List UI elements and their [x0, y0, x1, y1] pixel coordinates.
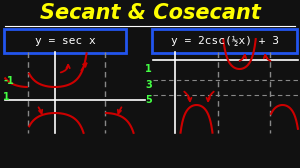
Text: Secant & Cosecant: Secant & Cosecant [40, 3, 260, 23]
Text: y = sec x: y = sec x [34, 36, 95, 46]
FancyBboxPatch shape [152, 29, 297, 53]
FancyBboxPatch shape [4, 29, 126, 53]
Text: 5: 5 [145, 95, 152, 105]
Text: 3: 3 [145, 80, 152, 90]
Text: y = 2csc(½x) + 3: y = 2csc(½x) + 3 [171, 36, 279, 46]
Text: 1: 1 [145, 64, 152, 74]
Text: -1: -1 [3, 76, 14, 86]
Text: 1: 1 [3, 92, 10, 102]
